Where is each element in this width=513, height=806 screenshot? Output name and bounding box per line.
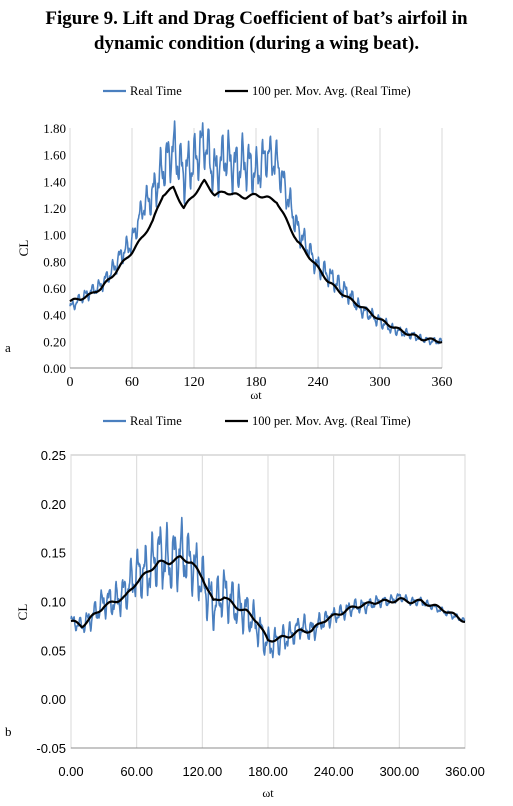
series-line-0 (69, 120, 443, 346)
x-tick-label: 0 (67, 375, 74, 390)
y-tick-label: -0.05 (36, 741, 66, 756)
figure-title-line2: dynamic condition (during a wing beat). (93, 33, 420, 54)
y-tick-label: 0.10 (41, 595, 66, 610)
y-tick-label: 0.00 (43, 361, 66, 376)
series-line-0 (70, 516, 466, 659)
figure-title-line1: Figure 9. Lift and Drag Coefficient of b… (45, 8, 468, 29)
x-tick-label: 120.00 (182, 764, 222, 779)
x-tick-label: 240.00 (314, 764, 354, 779)
x-tick-label: 300 (370, 375, 391, 390)
figure-title: Figure 9. Lift and Drag Coefficient of b… (0, 6, 513, 56)
y-tick-label: 0.40 (43, 308, 66, 323)
chart-panel-b: 0.00 60.00 120.00 180.00 240.00 300.00 360.00 -… (5, 414, 485, 800)
legend-label-1: 100 per. Mov. Avg. (Real Time) (252, 414, 411, 428)
y-tick-label: 0.60 (43, 281, 66, 296)
x-axis-title: ωt (262, 786, 274, 800)
panel-label: b (5, 724, 12, 739)
legend-label-0: Real Time (130, 414, 182, 428)
y-tick-label: 1.00 (43, 228, 66, 243)
x-tick-label: 360.00 (445, 764, 485, 779)
y-tick-label: 0.80 (43, 254, 66, 269)
y-tick-label: 0.20 (43, 334, 66, 349)
x-tick-label: 60 (125, 375, 139, 390)
y-tick-label: 0.25 (41, 448, 66, 463)
y-tick-label: 1.80 (43, 121, 66, 136)
x-tick-label: 180 (246, 375, 267, 390)
x-tick-label: 0.00 (58, 764, 83, 779)
y-tick-label: 0.00 (41, 692, 66, 707)
chart-panel-a: 0 60 120 180 240 300 360 0.00 0.20 0.40 0.60 0.80 1.… (5, 84, 453, 402)
series-line-1 (70, 555, 466, 643)
y-tick-label: 0.20 (41, 497, 66, 512)
panel-label: a (5, 340, 11, 355)
y-tick-label: 0.15 (41, 546, 66, 561)
x-tick-label: 240 (308, 375, 329, 390)
x-tick-label: 180.00 (248, 764, 288, 779)
y-tick-label: 1.60 (43, 148, 66, 163)
series-line-1 (69, 178, 443, 344)
x-axis-title: ωt (250, 388, 262, 402)
y-tick-label: 1.20 (43, 201, 66, 216)
y-tick-label: 1.40 (43, 174, 66, 189)
y-tick-label: 0.05 (41, 643, 66, 658)
x-tick-label: 360 (432, 375, 453, 390)
y-axis-title: CL (15, 604, 30, 621)
y-axis-title: CL (16, 240, 31, 257)
legend-label-0: Real Time (130, 84, 182, 98)
x-tick-label: 60.00 (120, 764, 153, 779)
x-tick-label: 300.00 (379, 764, 419, 779)
x-tick-label: 120 (184, 375, 205, 390)
legend-label-1: 100 per. Mov. Avg. (Real Time) (252, 84, 411, 98)
